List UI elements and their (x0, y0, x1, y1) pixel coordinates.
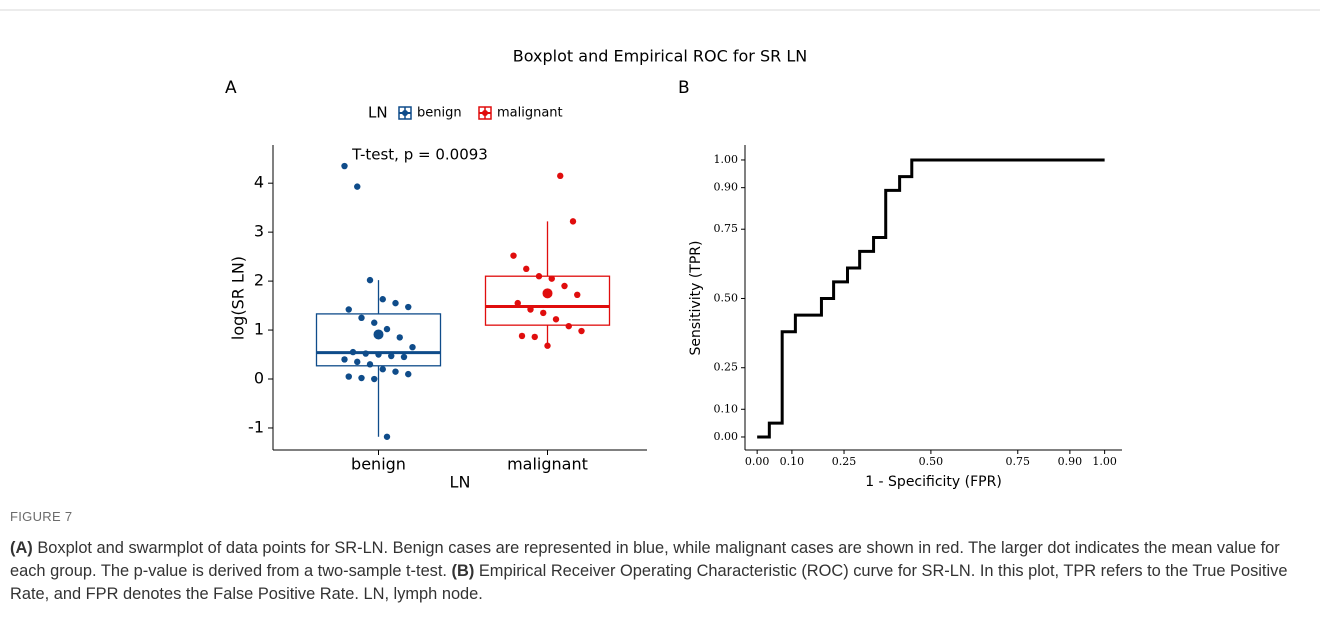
data-point (366, 361, 374, 368)
data-point (552, 316, 560, 323)
y-axis-label: Sensitivity (TPR) (688, 241, 704, 356)
data-point (358, 314, 365, 322)
figure-label: FIGURE 7 (10, 509, 73, 524)
legend-swatch-dot (402, 110, 408, 116)
data-point (345, 306, 352, 313)
box (315, 313, 442, 367)
legend-label: benign (417, 106, 462, 121)
data-point (574, 291, 581, 299)
data-point (535, 273, 543, 280)
data-point (405, 370, 412, 378)
data-point (349, 348, 357, 356)
mean-point (542, 288, 553, 299)
data-point (544, 342, 551, 349)
x-axis-label: 1 - Specificity (FPR) (865, 474, 1002, 490)
box (484, 275, 611, 326)
data-point (527, 306, 534, 313)
y-tick-label: 0.25 (714, 361, 739, 374)
y-tick-label: 2 (254, 271, 264, 290)
data-point (354, 358, 361, 366)
data-point (371, 319, 378, 326)
legend-title: LN (368, 104, 388, 122)
y-tick-label: -1 (248, 417, 264, 436)
x-tick-label: malignant (507, 455, 588, 474)
data-point (510, 252, 517, 259)
data-point (366, 276, 374, 284)
caption-text: Boxplot and swarmplot of data points for… (10, 539, 1280, 580)
data-point (341, 356, 348, 363)
data-point (392, 299, 399, 307)
data-point (396, 334, 403, 341)
data-point (578, 327, 585, 335)
x-tick-label: 0.00 (745, 455, 770, 468)
data-point (409, 343, 416, 351)
data-point (565, 322, 572, 330)
y-tick-label: 0.75 (714, 222, 739, 235)
data-point (557, 172, 564, 180)
data-point (400, 353, 408, 361)
y-tick-label: 1 (254, 320, 264, 339)
data-point (362, 350, 369, 357)
data-point (531, 333, 538, 341)
panel-label: B (678, 78, 690, 98)
annotation: T-test, p = 0.0093 (351, 146, 488, 164)
data-point (548, 275, 555, 282)
data-point (518, 332, 526, 340)
data-point (383, 325, 391, 333)
y-tick-label: 1.00 (714, 153, 739, 166)
x-tick-label: 0.75 (1006, 455, 1031, 468)
data-point (561, 282, 568, 290)
y-tick-label: 0 (254, 369, 264, 388)
caption-text: Empirical Receiver Operating Characteris… (10, 562, 1288, 603)
panel-label: A (225, 78, 237, 98)
figure-title: Boxplot and Empirical ROC for SR LN (513, 47, 807, 66)
data-point (345, 373, 352, 380)
figure: Boxplot and Empirical ROC for SR LN A B … (0, 9, 1320, 492)
caption: (A) Boxplot and swarmplot of data points… (10, 537, 1305, 606)
caption-bold: (A) (10, 539, 33, 557)
roc-curve (757, 158, 1105, 439)
x-tick-label: 1.00 (1092, 455, 1117, 468)
x-tick-label: 0.90 (1058, 455, 1083, 468)
x-axis-label: LN (450, 473, 471, 492)
x-tick-label: 0.50 (919, 455, 944, 468)
data-point (569, 218, 577, 225)
x-tick-label: 0.10 (780, 455, 805, 468)
data-point (392, 368, 399, 375)
mean-point (373, 329, 384, 340)
data-point (371, 375, 378, 383)
legend-swatch-dot (482, 110, 488, 116)
data-point (523, 265, 530, 273)
caption-bold: (B) (451, 562, 475, 580)
data-point (375, 351, 382, 358)
data-point (388, 352, 395, 360)
legend-label: malignant (497, 106, 563, 121)
data-point (405, 303, 412, 311)
data-point (514, 299, 521, 307)
x-tick-label: 0.25 (832, 455, 857, 468)
data-point (540, 309, 547, 317)
y-tick-label: 0.00 (714, 430, 739, 443)
y-tick-label: 4 (254, 173, 264, 192)
y-axis-label: log(SR LN) (229, 256, 248, 340)
data-point (358, 374, 365, 382)
data-point (341, 162, 348, 170)
data-point (354, 183, 361, 190)
x-tick-label: benign (351, 455, 406, 474)
y-tick-label: 0.90 (714, 181, 739, 194)
y-tick-label: 3 (254, 222, 264, 241)
data-point (379, 366, 386, 373)
y-tick-label: 0.50 (714, 291, 739, 304)
y-tick-label: 0.10 (714, 402, 739, 415)
data-point (383, 433, 391, 440)
data-point (379, 296, 386, 303)
